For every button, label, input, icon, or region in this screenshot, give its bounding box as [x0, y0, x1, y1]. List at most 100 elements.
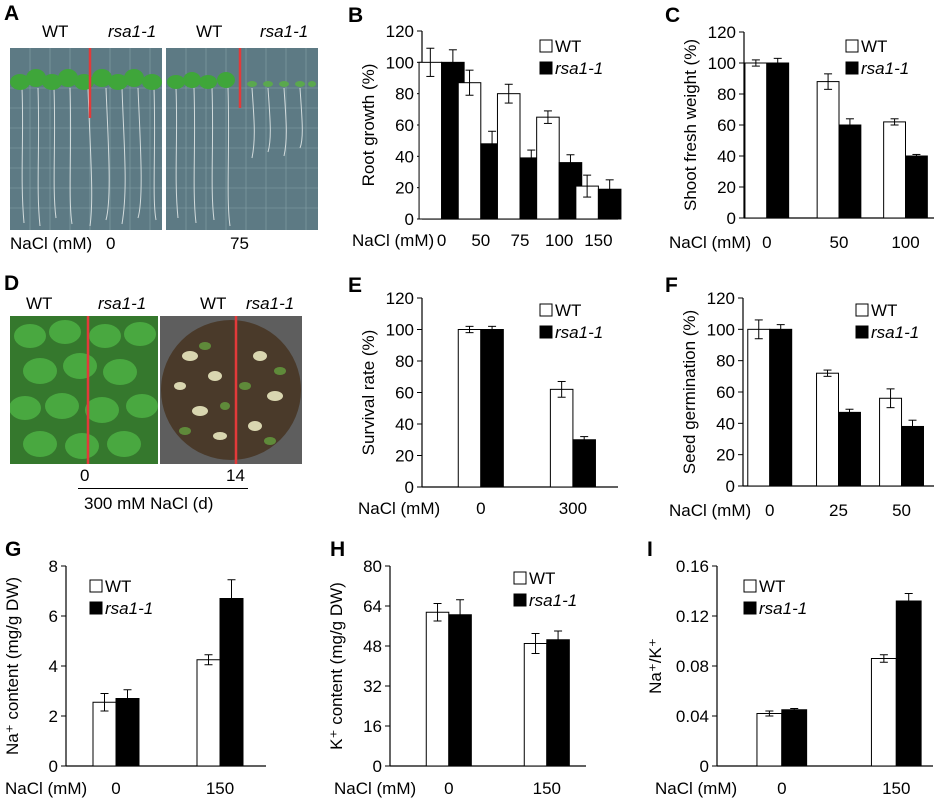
x-axis-title-f: NaCl (mM)	[669, 501, 751, 520]
y-tick-label-e: 60	[395, 384, 414, 403]
panel-letter-i: I	[647, 538, 653, 561]
bar-rsa1-1	[448, 614, 472, 767]
bar-wt	[457, 82, 482, 220]
legend-label-rsa1-1: rsa1-1	[871, 323, 919, 342]
chart-panel-i: I 0 0.04 0.08 0.12 0.16 Na⁺/K⁺ NaCl (mM) 0 150 WT r…	[646, 538, 933, 798]
x-tick-label-i: 150	[882, 779, 910, 798]
bar-wt	[879, 397, 903, 487]
y-axis-title-g: Na⁺ content (mg/g DW)	[3, 577, 22, 755]
y-tick-label-f: 120	[707, 289, 735, 308]
x-tick-label-e: 0	[476, 499, 485, 518]
legend-label-rsa1-1: rsa1-1	[529, 591, 577, 610]
y-tick-label-c: 100	[708, 54, 736, 73]
y-tick-label-e: 20	[395, 447, 414, 466]
chart-panel-f: F 0 20 40 60 80 100 120 Seed germination (%) NaCl…	[665, 274, 934, 520]
y-tick-label-c: 0	[727, 209, 736, 228]
legend-swatch-rsa1-1	[845, 61, 859, 75]
y-tick-label-e: 120	[386, 289, 414, 308]
bar-wt	[457, 329, 482, 488]
legend-label-rsa1-1: rsa1-1	[105, 599, 153, 618]
y-tick-label-b: 60	[395, 116, 414, 135]
x-tick-label-b: 50	[471, 231, 490, 250]
day-label-0: 0	[80, 466, 90, 485]
y-tick-label-f: 40	[716, 414, 735, 433]
pot-day0-drawing	[10, 316, 158, 464]
y-axis-title-b: Root growth (%)	[359, 64, 378, 187]
bar-wt	[92, 701, 117, 767]
x-tick-label-i: 0	[777, 779, 786, 798]
panel-letter-g: G	[5, 538, 21, 561]
bar-rsa1-1	[781, 709, 808, 767]
y-tick-label-e: 80	[395, 352, 414, 371]
genotype-label-wt-left: WT	[26, 294, 53, 313]
legend-label-rsa1-1: rsa1-1	[759, 599, 807, 618]
bar-wt	[747, 328, 771, 487]
legend-swatch-rsa1-1	[539, 325, 553, 339]
plate-photo-control	[10, 48, 162, 230]
bar-wt	[425, 611, 450, 767]
x-tick-label-g: 150	[206, 779, 234, 798]
y-tick-label-h: 0	[373, 757, 382, 776]
y-tick-label-f: 0	[726, 477, 735, 496]
legend-label-rsa1-1: rsa1-1	[555, 59, 603, 78]
legend-swatch-rsa1-1	[855, 325, 869, 339]
x-tick-label-h: 0	[444, 779, 453, 798]
chart-panel-e: E 0 20 40 60 80 100 120 Survival rate (%) NaCl (m…	[348, 274, 618, 518]
y-tick-label-b: 20	[395, 179, 414, 198]
bar-rsa1-1	[115, 698, 140, 767]
x-tick-label-b: 75	[511, 231, 530, 250]
condition-label-control: 0	[106, 234, 116, 253]
bar-wt	[549, 388, 574, 488]
legend-swatch-wt	[743, 579, 757, 593]
chart-panel-g: G 0 2 4 6 8 Na⁺ content (mg/g DW) NaCl (mM) 0 150…	[3, 538, 266, 798]
nacl-axis-title-d: 300 mM NaCl (d)	[84, 494, 214, 513]
y-axis-title-i: Na⁺/K⁺	[646, 638, 665, 694]
y-tick-label-c: 80	[717, 85, 736, 104]
y-tick-label-g: 0	[49, 757, 58, 776]
panel-letter-h: H	[330, 538, 345, 561]
x-tick-label-e: 300	[559, 499, 587, 518]
y-axis-title-h: K⁺ content (mg/g DW)	[327, 582, 346, 750]
x-tick-label-c: 100	[891, 233, 919, 252]
pot-photo-day14	[160, 316, 302, 464]
panel-a: A WT rsa1-1 WT rsa1-1	[0, 0, 330, 260]
bar-wt	[418, 61, 443, 220]
x-tick-label-b: 150	[584, 231, 612, 250]
genotype-label-wt-right: WT	[196, 22, 223, 41]
y-axis-title-e: Survival rate (%)	[359, 330, 378, 456]
legend-swatch-rsa1-1	[513, 593, 527, 607]
x-axis-title-e: NaCl (mM)	[358, 499, 440, 518]
y-axis-title-f: Seed germination (%)	[680, 310, 699, 474]
panel-letter-e: E	[348, 274, 362, 297]
day-axis-line	[78, 488, 248, 489]
legend-label-rsa1-1: rsa1-1	[861, 59, 909, 78]
y-tick-label-b: 80	[395, 85, 414, 104]
panel-letter-a: A	[4, 2, 20, 25]
bar-rsa1-1	[219, 598, 244, 767]
panel-letter-d: D	[4, 272, 20, 295]
y-tick-label-g: 6	[49, 607, 58, 626]
x-axis-title-c: NaCl (mM)	[669, 233, 751, 252]
y-tick-label-c: 60	[717, 116, 736, 135]
chart-panel-h: H 0 16 32 48 64 80 K⁺ content (mg/g DW) NaCl (mM…	[327, 538, 586, 798]
pot-photo-day0	[10, 316, 158, 464]
x-tick-label-c: 50	[830, 233, 849, 252]
legend-label-wt: WT	[529, 569, 555, 588]
y-tick-label-c: 120	[708, 23, 736, 42]
genotype-label-mutant-left: rsa1-1	[98, 294, 147, 313]
bar-wt	[196, 659, 221, 767]
bar-rsa1-1	[838, 124, 862, 219]
bar-wt	[816, 372, 839, 487]
bar-wt	[523, 643, 548, 767]
y-tick-label-f: 80	[716, 352, 735, 371]
day-label-14: 14	[226, 466, 245, 485]
legend-swatch-wt	[845, 39, 859, 53]
y-tick-label-h: 64	[363, 597, 382, 616]
legend-swatch-wt	[539, 39, 553, 53]
y-tick-label-h: 48	[363, 637, 382, 656]
panel-letter-c: C	[665, 4, 680, 27]
plate-photo-salt	[166, 48, 318, 230]
x-tick-label-f: 50	[892, 501, 911, 520]
y-tick-label-f: 60	[716, 383, 735, 402]
